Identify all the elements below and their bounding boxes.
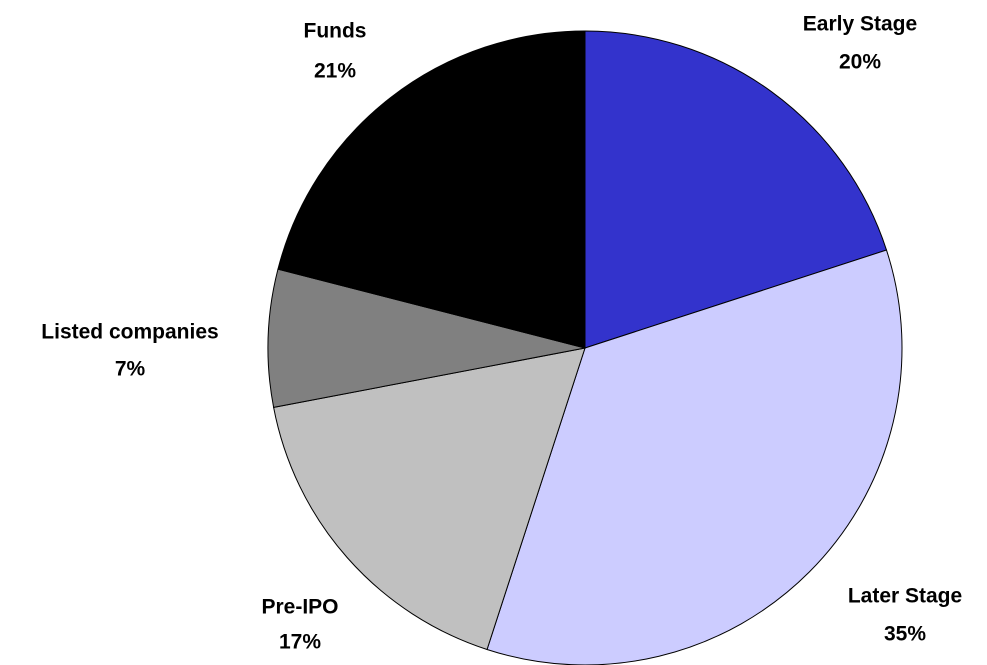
slice-value-label: 17% <box>279 631 321 654</box>
slice-value-label: 20% <box>839 51 881 74</box>
slice-label: Pre-IPO <box>261 596 338 619</box>
slice-value-label: 7% <box>115 358 146 381</box>
slice-label: Funds <box>304 20 367 43</box>
slice-value-label: 35% <box>884 623 926 646</box>
pie-slice <box>584 30 888 349</box>
slice-value-label: 21% <box>314 60 356 83</box>
slice-label: Early Stage <box>803 13 917 36</box>
pie-slice <box>267 268 586 408</box>
pie-slice <box>273 347 586 651</box>
pie-slice <box>277 30 586 349</box>
slice-label: Later Stage <box>848 585 962 608</box>
slice-label: Listed companies <box>41 321 218 344</box>
